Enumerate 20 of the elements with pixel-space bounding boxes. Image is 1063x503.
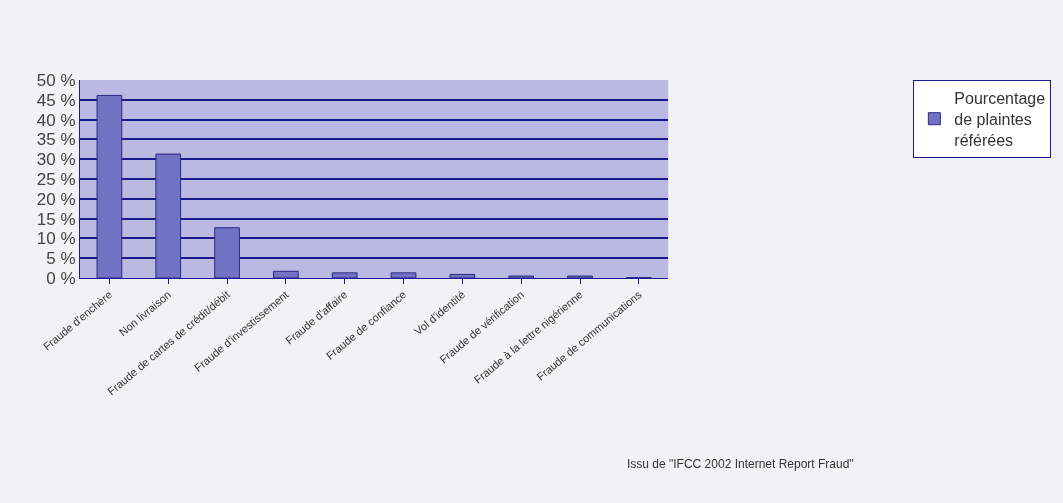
legend-label: Pourcentage de plaintes référées bbox=[954, 90, 1046, 149]
y-tick-label: 45 % bbox=[36, 90, 76, 110]
y-tick-label: 35 % bbox=[36, 130, 76, 150]
y-tick-label: 50 % bbox=[36, 70, 76, 90]
bar bbox=[273, 270, 299, 278]
bar bbox=[214, 227, 240, 278]
bar bbox=[390, 272, 417, 278]
y-tick-label: 5 % bbox=[46, 249, 76, 269]
y-tick-label: 20 % bbox=[36, 189, 76, 209]
y-tick-label: 10 % bbox=[36, 229, 76, 249]
y-tick-label: 30 % bbox=[36, 150, 76, 170]
bar bbox=[331, 272, 358, 278]
y-tick-label: 15 % bbox=[36, 209, 76, 229]
bar bbox=[449, 273, 476, 278]
y-tick-label: 0 % bbox=[46, 268, 76, 288]
bar bbox=[96, 94, 123, 278]
y-tick-label: 40 % bbox=[36, 110, 76, 130]
bar bbox=[155, 153, 182, 278]
text: Issu de "IFCC 2002 Internet Report Fraud" bbox=[627, 457, 854, 471]
y-tick-label: 25 % bbox=[36, 169, 76, 189]
